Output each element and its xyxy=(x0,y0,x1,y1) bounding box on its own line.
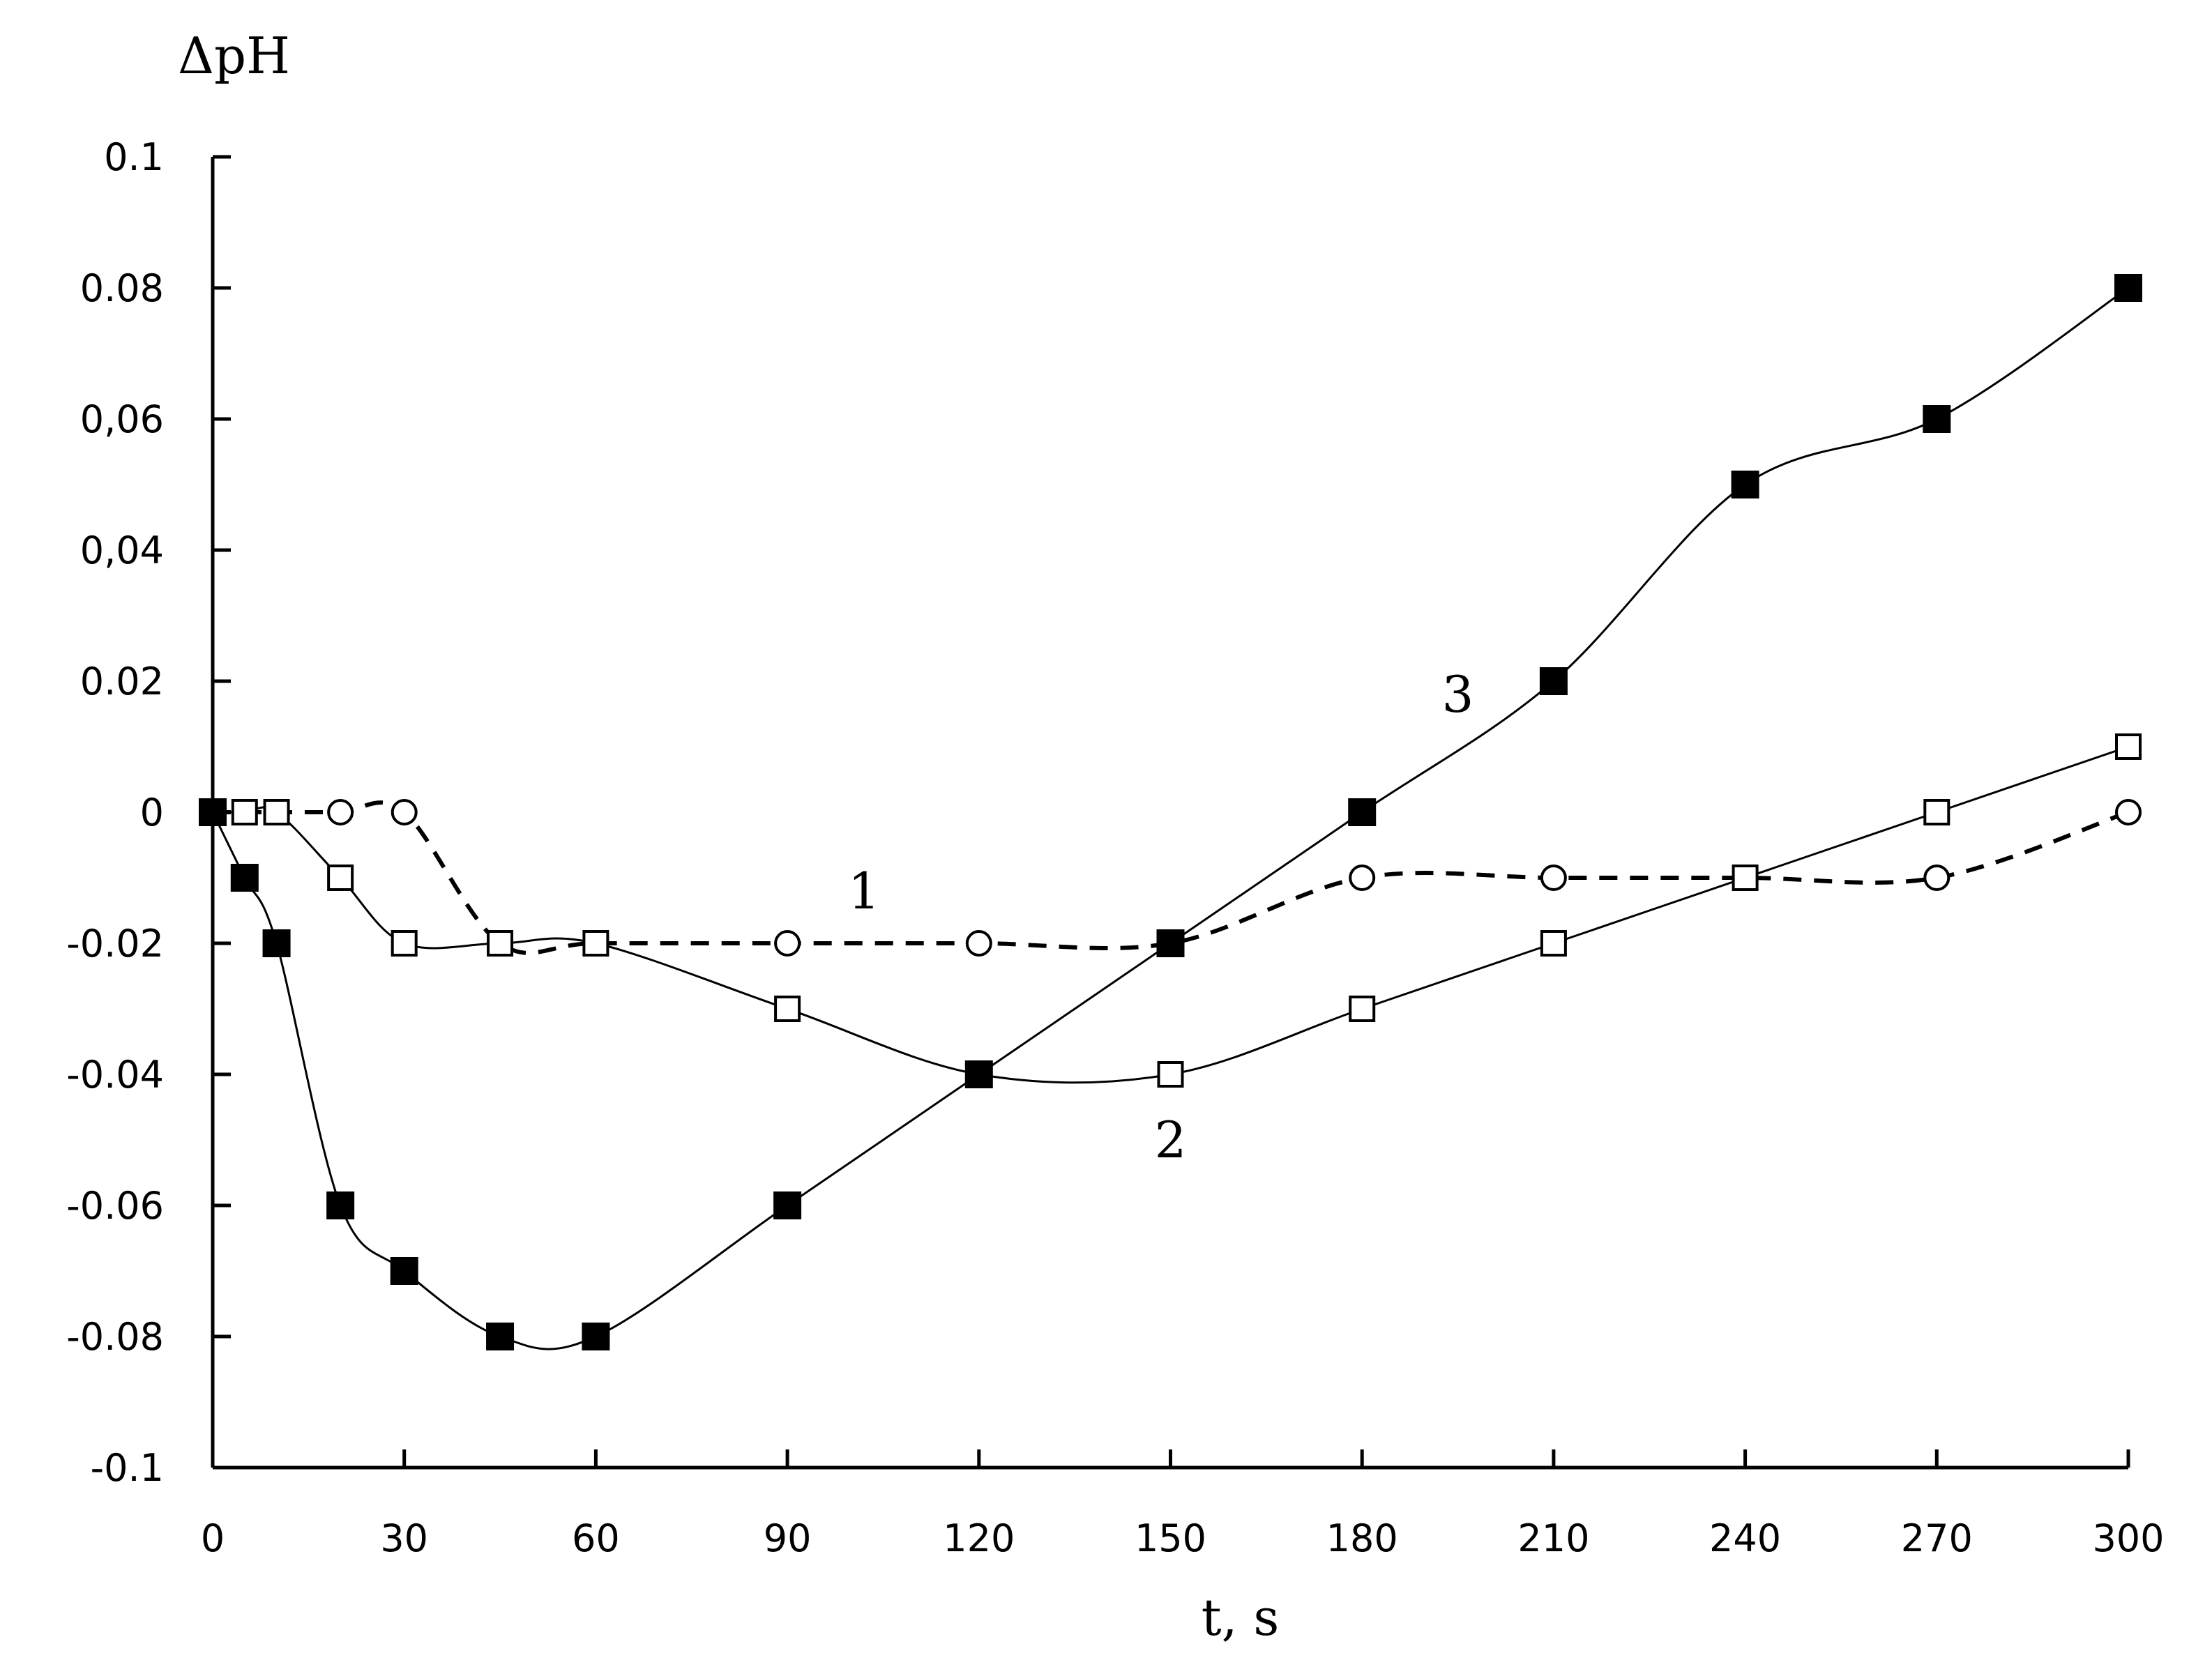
series-2-line xyxy=(213,745,2129,1084)
series-1-point xyxy=(327,799,354,825)
y-tick-label: -0.08 xyxy=(66,1315,164,1359)
series-1-point xyxy=(1540,865,1567,891)
x-tick-label: 240 xyxy=(1709,1516,1781,1560)
y-tick-label: 0.08 xyxy=(80,266,164,310)
series-2-point xyxy=(582,930,609,957)
labels: ΔpH t, s 1 2 3 xyxy=(178,26,1474,1647)
series-2-point xyxy=(1349,996,1376,1022)
x-tick-label: 90 xyxy=(764,1516,812,1560)
y-tick-label: 0 xyxy=(140,791,164,835)
series-2-point xyxy=(231,799,258,825)
series-2-point xyxy=(327,865,354,891)
series-3-point xyxy=(262,929,291,957)
series-3-point xyxy=(1156,929,1185,957)
series-2-point xyxy=(263,799,290,825)
series-3-point xyxy=(486,1323,515,1350)
series-3-point xyxy=(390,1257,418,1285)
series-2-point xyxy=(1732,865,1759,891)
series-2-point xyxy=(1157,1061,1184,1088)
series-2-point xyxy=(1923,799,1950,825)
series-1-label: 1 xyxy=(848,862,880,920)
x-tick-label: 120 xyxy=(943,1516,1015,1560)
x-tick-label: 60 xyxy=(572,1516,620,1560)
x-tick-label: 270 xyxy=(1901,1516,1973,1560)
x-tick-label: 210 xyxy=(1517,1516,1589,1560)
series-3-point xyxy=(1923,405,1951,433)
series-3-line xyxy=(211,287,2129,1350)
x-axis-title: t, s xyxy=(1202,1588,1280,1647)
series-3-point xyxy=(326,1191,355,1219)
series-1-point xyxy=(2115,799,2142,825)
x-tick-label: 180 xyxy=(1326,1516,1398,1560)
series-2-point xyxy=(2115,733,2142,760)
series-1-point xyxy=(391,799,418,825)
y-tick-label: -0.04 xyxy=(66,1053,164,1097)
x-tick-label: 30 xyxy=(380,1516,428,1560)
series-2-label: 2 xyxy=(1155,1111,1187,1169)
series-1-point xyxy=(965,930,992,957)
series-3-point xyxy=(199,798,227,826)
series-lines xyxy=(211,287,2129,1350)
series-1-point xyxy=(1349,865,1376,891)
y-axis-title: ΔpH xyxy=(178,26,290,85)
series-3-point xyxy=(2114,274,2142,302)
series-2-point xyxy=(487,930,514,957)
series-1-point xyxy=(1923,865,1950,891)
y-tick-label: 0.1 xyxy=(104,135,164,179)
y-tick-label: -0.1 xyxy=(91,1446,164,1490)
axes: 0.1 0.08 0,06 0,04 0.02 0 -0.02 -0.04 -0.06 -0.08… xyxy=(66,135,2164,1560)
series-2-point xyxy=(391,930,418,957)
y-tick-label: -0.02 xyxy=(66,922,164,966)
series-2-point xyxy=(774,996,801,1022)
series-3-point xyxy=(773,1191,802,1219)
series-2-point xyxy=(1540,930,1567,957)
y-tick-label: -0.06 xyxy=(66,1184,164,1228)
series-3-point xyxy=(1731,471,1759,498)
series-3-point xyxy=(582,1323,610,1350)
x-tick-label: 0 xyxy=(201,1516,225,1560)
y-tick-label: 0,04 xyxy=(80,528,164,572)
series-3-label: 3 xyxy=(1442,665,1474,724)
series-3-point xyxy=(230,864,259,892)
x-tick-label: 150 xyxy=(1135,1516,1206,1560)
series-1-point xyxy=(774,930,801,957)
series-3-point xyxy=(1348,798,1377,826)
y-tick-label: 0.02 xyxy=(80,660,164,703)
x-tick-label: 300 xyxy=(2092,1516,2164,1560)
series-3-point xyxy=(1539,667,1568,695)
y-tick-label: 0,06 xyxy=(80,397,164,441)
series-markers xyxy=(199,274,2142,1350)
series-3-point xyxy=(964,1060,993,1088)
